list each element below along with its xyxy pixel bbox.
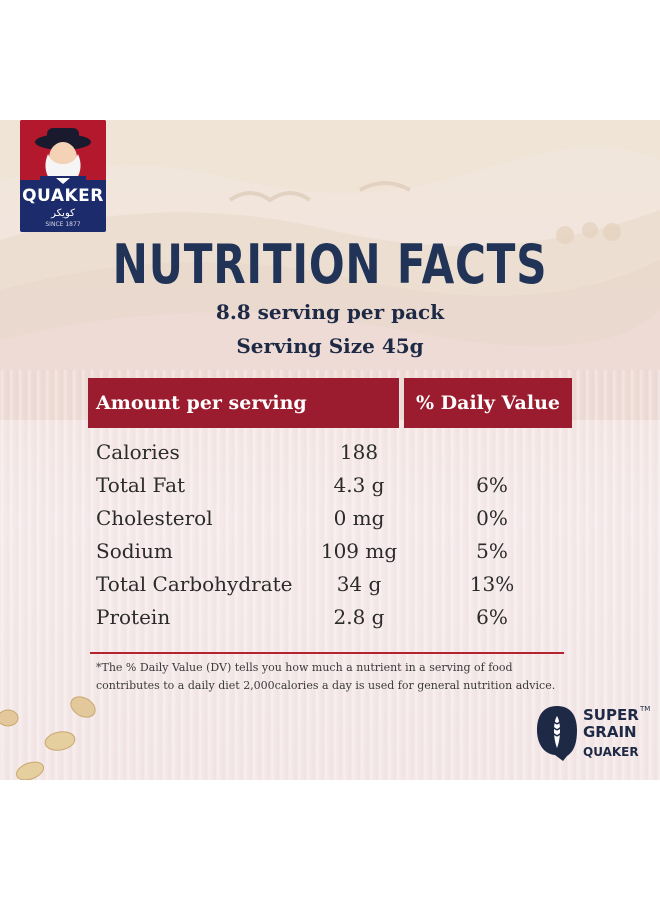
oat-flakes-decoration — [0, 696, 96, 780]
quaker-man-icon — [35, 128, 91, 186]
serving-size: Serving Size 45g — [236, 334, 424, 358]
super-grain-q-icon — [537, 706, 577, 761]
quaker-logo: QUAKER كويكر SINCE 1877 — [20, 120, 106, 232]
super-grain-line-2: GRAIN — [583, 723, 637, 741]
table-row: Total Fat 4.3 g 6% — [0, 473, 660, 506]
nutrient-daily-value: 0% — [476, 506, 508, 530]
table-row: Sodium 109 mg 5% — [0, 539, 660, 572]
nutrient-name: Calories — [96, 440, 180, 464]
nutrient-daily-value: 6% — [476, 473, 508, 497]
brand-since: SINCE 1877 — [45, 221, 81, 228]
footnote: *The % Daily Value (DV) tells you how mu… — [96, 661, 556, 692]
nutrient-amount: 0 mg — [333, 506, 385, 530]
table-row: Protein 2.8 g 6% — [0, 605, 660, 638]
servings-per-pack: 8.8 serving per pack — [215, 300, 445, 324]
super-grain-line-1: SUPER — [583, 706, 639, 724]
nutrient-daily-value: 5% — [476, 539, 508, 563]
nutrient-amount: 188 — [339, 440, 379, 464]
nutrient-amount: 4.3 g — [333, 473, 385, 497]
page-title: NUTRITION FACTS — [112, 233, 548, 296]
nutrient-name: Cholesterol — [96, 506, 213, 530]
table-row: Total Carbohydrate 34 g 13% — [0, 572, 660, 605]
brand-name-arabic: كويكر — [51, 208, 75, 219]
nutrient-daily-value: 6% — [476, 605, 508, 629]
nutrient-daily-value: 13% — [469, 572, 515, 596]
nutrient-amount: 2.8 g — [333, 605, 385, 629]
background-panel — [0, 120, 660, 780]
nutrient-name: Total Fat — [96, 473, 186, 497]
nutrient-amount: 34 g — [336, 572, 382, 596]
trademark-mark: TM — [640, 705, 651, 713]
brand-name: QUAKER — [22, 186, 104, 206]
nutrient-name: Sodium — [96, 539, 173, 563]
nutrient-name: Total Carbohydrate — [96, 572, 293, 596]
super-grain-line-3: QUAKER — [583, 745, 639, 759]
header-daily-value: % Daily Value — [404, 378, 572, 428]
nutrient-name: Protein — [96, 605, 171, 629]
table-row: Cholesterol 0 mg 0% — [0, 506, 660, 539]
table-row: Calories 188 — [0, 440, 660, 473]
nutrient-amount: 109 mg — [320, 539, 398, 563]
header-amount-per-serving: Amount per serving — [88, 378, 399, 428]
footnote-divider — [90, 652, 564, 654]
